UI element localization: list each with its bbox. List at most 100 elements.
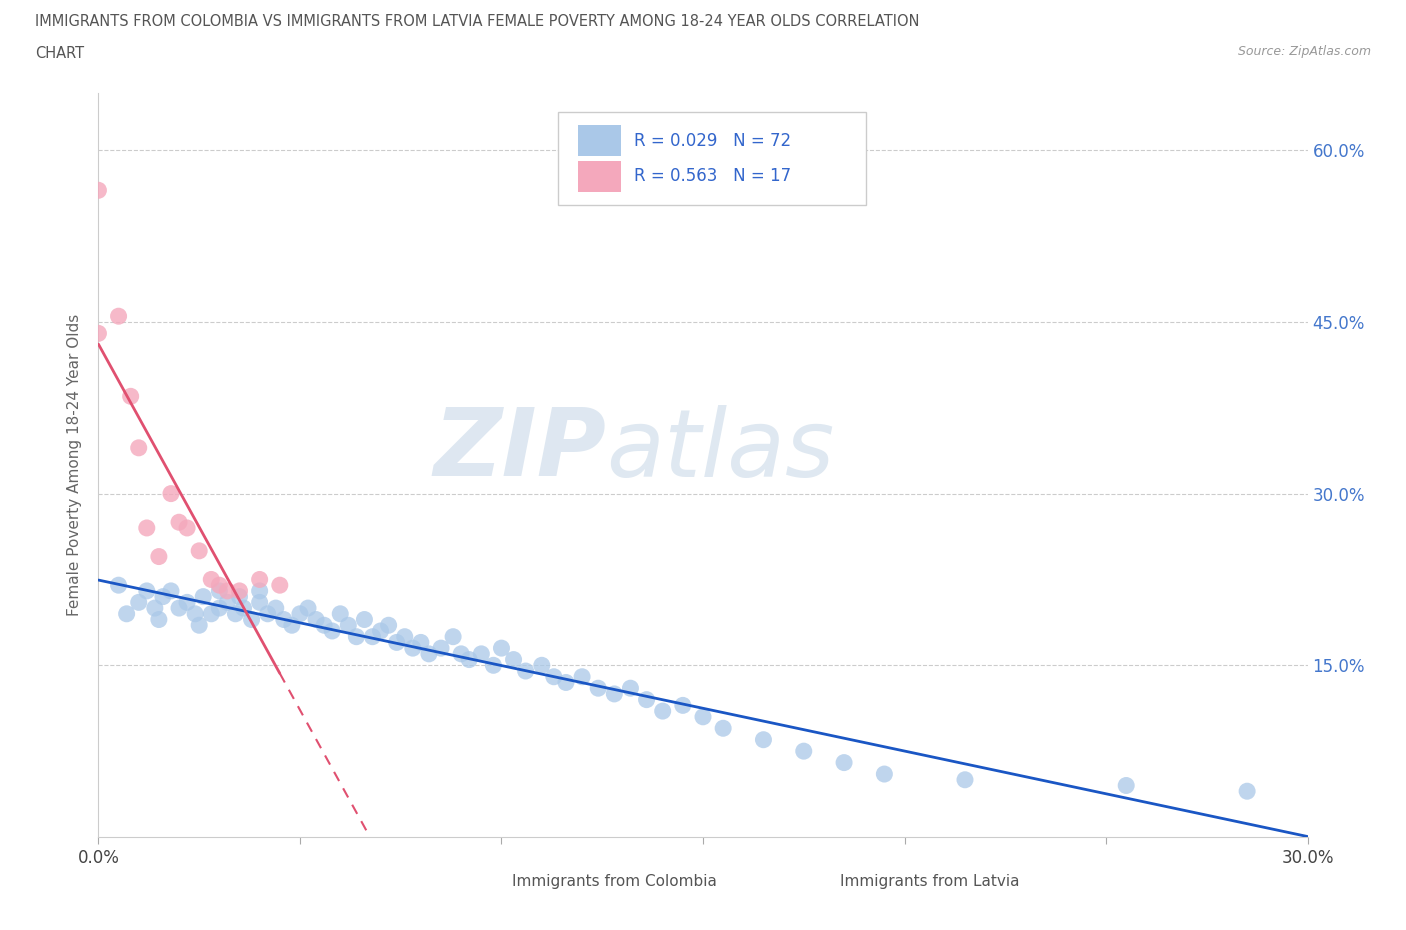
Point — [200, 572, 222, 587]
Point — [305, 612, 328, 627]
Point — [228, 583, 250, 598]
Point — [651, 704, 673, 719]
Point — [128, 441, 150, 456]
Point — [586, 681, 609, 696]
Point — [1236, 784, 1258, 799]
Point — [1115, 778, 1137, 793]
Text: atlas: atlas — [606, 405, 835, 496]
Point — [832, 755, 855, 770]
Point — [188, 618, 211, 632]
Point — [143, 601, 166, 616]
Text: IMMIGRANTS FROM COLOMBIA VS IMMIGRANTS FROM LATVIA FEMALE POVERTY AMONG 18-24 YE: IMMIGRANTS FROM COLOMBIA VS IMMIGRANTS F… — [35, 14, 920, 29]
Point — [409, 635, 432, 650]
Point — [953, 772, 976, 787]
Point — [135, 521, 157, 536]
Point — [530, 658, 553, 672]
FancyBboxPatch shape — [793, 869, 828, 893]
Point — [217, 595, 239, 610]
Point — [458, 652, 481, 667]
Point — [636, 692, 658, 707]
Point — [288, 606, 311, 621]
Point — [555, 675, 578, 690]
Point — [128, 595, 150, 610]
Point — [193, 590, 215, 604]
Point — [135, 583, 157, 598]
FancyBboxPatch shape — [578, 125, 621, 156]
Point — [188, 543, 211, 558]
Point — [115, 606, 138, 621]
Point — [385, 635, 408, 650]
Point — [402, 641, 425, 656]
Point — [176, 521, 198, 536]
Point — [482, 658, 505, 672]
Text: R = 0.029   N = 72: R = 0.029 N = 72 — [634, 132, 792, 150]
FancyBboxPatch shape — [578, 161, 621, 192]
Point — [148, 612, 170, 627]
Text: Immigrants from Latvia: Immigrants from Latvia — [839, 874, 1019, 889]
Point — [264, 601, 287, 616]
Point — [184, 606, 207, 621]
Point — [148, 549, 170, 564]
Point — [200, 606, 222, 621]
Point — [603, 686, 626, 701]
Point — [711, 721, 734, 736]
Point — [208, 578, 231, 592]
Point — [107, 309, 129, 324]
Point — [167, 515, 190, 530]
Point — [370, 623, 392, 638]
Point — [543, 670, 565, 684]
Text: Immigrants from Colombia: Immigrants from Colombia — [512, 874, 717, 889]
Point — [502, 652, 524, 667]
Point — [672, 698, 695, 712]
Point — [337, 618, 360, 632]
Point — [167, 601, 190, 616]
Point — [571, 670, 593, 684]
Point — [281, 618, 304, 632]
Point — [160, 583, 183, 598]
Point — [208, 583, 231, 598]
Point — [120, 389, 142, 404]
Point — [87, 183, 110, 198]
Point — [176, 595, 198, 610]
Point — [314, 618, 336, 632]
Point — [160, 486, 183, 501]
Point — [619, 681, 641, 696]
Point — [361, 630, 384, 644]
Point — [217, 583, 239, 598]
Point — [249, 583, 271, 598]
Point — [394, 630, 416, 644]
Point — [470, 646, 492, 661]
Y-axis label: Female Poverty Among 18-24 Year Olds: Female Poverty Among 18-24 Year Olds — [67, 314, 83, 617]
Point — [329, 606, 352, 621]
Point — [249, 572, 271, 587]
Point — [269, 578, 291, 592]
Point — [232, 601, 254, 616]
Point — [430, 641, 453, 656]
Text: R = 0.563   N = 17: R = 0.563 N = 17 — [634, 167, 792, 185]
Point — [224, 606, 246, 621]
Point — [208, 601, 231, 616]
Point — [107, 578, 129, 592]
Point — [228, 590, 250, 604]
Point — [515, 664, 537, 679]
Point — [418, 646, 440, 661]
Point — [249, 595, 271, 610]
Point — [692, 710, 714, 724]
Point — [353, 612, 375, 627]
Point — [752, 732, 775, 747]
Point — [152, 590, 174, 604]
Point — [240, 612, 263, 627]
Point — [273, 612, 295, 627]
Point — [321, 623, 343, 638]
Point — [441, 630, 464, 644]
Point — [491, 641, 513, 656]
Point — [873, 766, 896, 781]
FancyBboxPatch shape — [558, 112, 866, 205]
Point — [297, 601, 319, 616]
Text: ZIP: ZIP — [433, 405, 606, 496]
Point — [793, 744, 815, 759]
Point — [450, 646, 472, 661]
Point — [344, 630, 367, 644]
Text: CHART: CHART — [35, 46, 84, 61]
Point — [256, 606, 278, 621]
